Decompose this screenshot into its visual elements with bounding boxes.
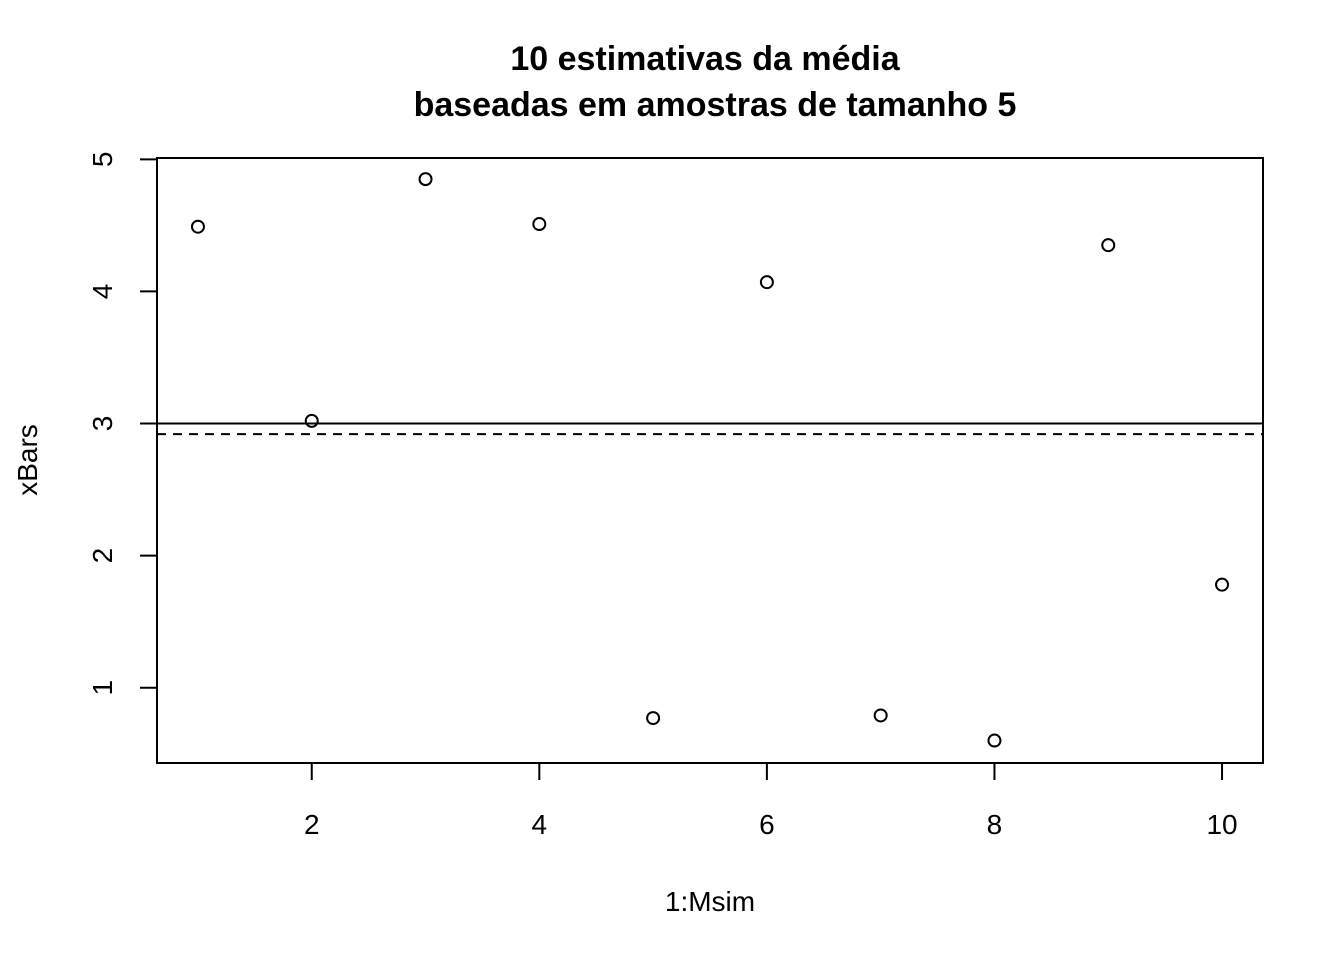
x-tick-label: 8 [987, 809, 1003, 840]
x-axis-label: 1:Msim [665, 886, 755, 917]
reference-lines [157, 422, 1263, 436]
chart-title: 10 estimativas da média [510, 40, 900, 78]
x-tick-label: 10 [1206, 809, 1237, 840]
plot-frame [156, 157, 1264, 764]
y-axis: 1 2 3 4 5 [87, 152, 158, 696]
data-point [759, 275, 774, 290]
data-point [418, 172, 433, 187]
y-tick-label: 3 [87, 416, 118, 432]
x-tick-label: 2 [304, 809, 320, 840]
data-point [190, 219, 205, 234]
data-point [1101, 238, 1116, 253]
chart-subtitle: baseadas em amostras de tamanho 5 [414, 86, 1017, 124]
x-tick-label: 6 [759, 809, 775, 840]
data-point [1215, 577, 1230, 592]
data-point [646, 711, 661, 726]
y-tick-label: 4 [87, 284, 118, 300]
y-axis-label: xBars [12, 424, 43, 496]
data-point [987, 733, 1002, 748]
x-axis: 2 4 6 8 10 [304, 762, 1238, 840]
data-point [304, 413, 319, 428]
data-point [873, 708, 888, 723]
y-tick-label: 1 [87, 680, 118, 696]
data-point [532, 217, 547, 232]
y-tick-label: 5 [87, 152, 118, 168]
x-tick-label: 4 [532, 809, 548, 840]
y-tick-label: 2 [87, 548, 118, 564]
data-points [190, 172, 1230, 748]
